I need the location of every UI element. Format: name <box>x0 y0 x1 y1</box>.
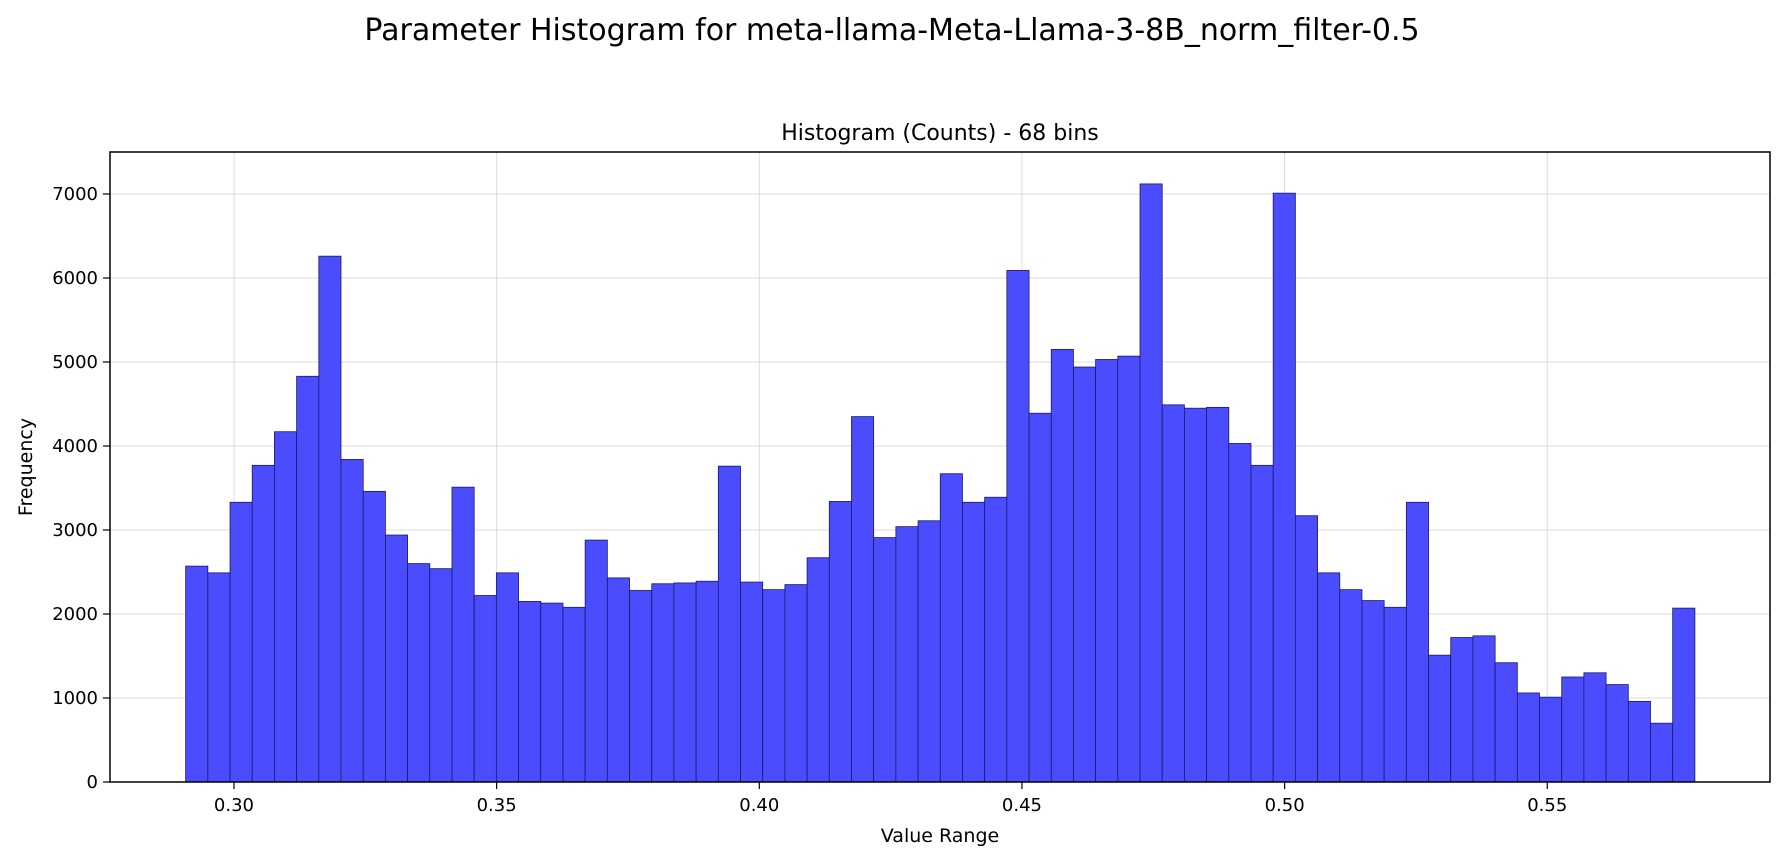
histogram-bar <box>873 537 897 783</box>
histogram-bar <box>1627 700 1651 783</box>
histogram-bar <box>1050 348 1074 783</box>
histogram-bar <box>274 431 298 783</box>
histogram-bar <box>1428 654 1452 783</box>
grid-lines <box>110 152 1770 783</box>
x-axis-ticks: 0.30 0.35 0.40 0.45 0.50 0.55 <box>214 782 1567 816</box>
x-tick-label: 0.50 <box>1265 795 1305 816</box>
histogram-bar <box>1294 515 1318 783</box>
histogram-bar <box>962 501 986 783</box>
histogram-bar <box>1383 606 1407 783</box>
histogram-bar <box>1650 722 1674 783</box>
histogram-bar <box>1405 501 1429 783</box>
histogram-bar <box>207 572 231 783</box>
histogram-bar <box>362 490 386 783</box>
histogram-bar <box>1494 662 1518 783</box>
histogram-bar <box>784 584 808 783</box>
histogram-bar <box>695 580 719 783</box>
histogram-bar <box>1672 607 1696 783</box>
chart-title: Histogram (Counts) - 68 bins <box>781 121 1098 146</box>
x-tick-label: 0.35 <box>477 795 517 816</box>
y-tick-label: 7000 <box>52 184 98 205</box>
histogram-bar <box>407 563 431 783</box>
x-tick-label: 0.45 <box>1002 795 1042 816</box>
y-tick-label: 4000 <box>52 436 98 457</box>
histogram-bar <box>495 572 519 783</box>
histogram-bar <box>1450 637 1474 783</box>
histogram-bar <box>917 520 941 783</box>
x-tick-label: 0.55 <box>1527 795 1567 816</box>
bars <box>185 183 1696 783</box>
histogram-bar <box>1583 672 1607 783</box>
x-tick-label: 0.40 <box>739 795 779 816</box>
y-tick-label: 6000 <box>52 268 98 289</box>
histogram-bar <box>318 255 342 783</box>
histogram-bar <box>1117 355 1141 783</box>
histogram-bar <box>1139 183 1163 783</box>
y-tick-label: 3000 <box>52 520 98 541</box>
y-axis-ticks: 0 1000 2000 3000 4000 5000 6000 7000 <box>52 184 110 793</box>
histogram-bar <box>451 486 475 783</box>
histogram-bar <box>384 534 408 783</box>
histogram-bar <box>1317 572 1341 783</box>
histogram-bar <box>340 459 364 783</box>
histogram-bar <box>1073 366 1097 783</box>
histogram-bar <box>1339 589 1363 783</box>
histogram-bar <box>984 496 1008 783</box>
histogram-bar <box>717 465 741 783</box>
histogram-bar <box>651 583 675 783</box>
histogram-bar <box>1272 192 1296 783</box>
histogram-bar <box>1184 407 1207 783</box>
y-tick-label: 0 <box>87 772 98 793</box>
y-tick-label: 5000 <box>52 352 98 373</box>
histogram-bar <box>762 589 786 783</box>
histogram-bar <box>1516 692 1540 783</box>
histogram-bar <box>895 526 919 783</box>
histogram-bar <box>1206 406 1230 783</box>
histogram-bar <box>939 473 963 783</box>
histogram-bar <box>606 577 630 783</box>
histogram-bar <box>429 568 453 783</box>
y-axis-label: Frequency <box>15 418 37 516</box>
histogram-bar <box>1472 635 1496 783</box>
plot-frame <box>109 151 1771 783</box>
y-tick-label: 2000 <box>52 604 98 625</box>
histogram-bar <box>473 595 497 783</box>
figure-title: Parameter Histogram for meta-llama-Meta-… <box>364 13 1419 48</box>
histogram-bar <box>584 539 608 783</box>
histogram-bar <box>540 602 564 783</box>
histogram-bar <box>629 590 653 783</box>
x-axis-label: Value Range <box>881 825 999 847</box>
histogram-bar <box>229 501 253 783</box>
histogram-bar <box>518 601 542 783</box>
histogram-bar <box>1228 443 1252 783</box>
histogram-bar <box>1605 684 1629 783</box>
histogram-bar <box>1095 359 1119 783</box>
y-tick-label: 1000 <box>52 688 98 709</box>
histogram-bar <box>1161 404 1185 783</box>
histogram-bar <box>673 582 697 783</box>
histogram-bar <box>1006 270 1030 783</box>
histogram-bar <box>1361 600 1385 783</box>
histogram-bar <box>1539 696 1563 783</box>
histogram-bar <box>1250 464 1274 783</box>
histogram-bar <box>740 581 764 783</box>
histogram-bar <box>251 464 275 783</box>
histogram-bar <box>185 565 209 783</box>
histogram-bar <box>851 416 875 783</box>
x-tick-label: 0.30 <box>214 795 254 816</box>
histogram-bar <box>1561 676 1585 783</box>
histogram-bar <box>828 501 852 783</box>
histogram-bar <box>562 606 586 783</box>
histogram-bar <box>1028 412 1052 783</box>
histogram-bar <box>296 375 320 783</box>
histogram-bar <box>806 557 830 783</box>
